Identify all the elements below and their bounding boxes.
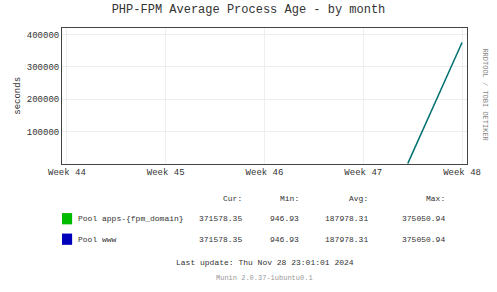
svg-text:187978.31: 187978.31 [325, 214, 368, 223]
svg-text:Munin 2.0.37-1ubuntu0.1: Munin 2.0.37-1ubuntu0.1 [216, 274, 313, 282]
svg-text:Last update: Thu Nov 28 23:01:: Last update: Thu Nov 28 23:01:01 2024 [176, 258, 354, 267]
svg-text:Week 48: Week 48 [443, 168, 481, 178]
svg-text:Pool apps-{fpm_domain}: Pool apps-{fpm_domain} [78, 214, 184, 223]
svg-text:Week 44: Week 44 [48, 168, 86, 178]
svg-text:375050.94: 375050.94 [402, 235, 445, 244]
svg-text:seconds: seconds [13, 77, 23, 115]
svg-text:Week 47: Week 47 [344, 168, 382, 178]
svg-text:Max:: Max: [426, 194, 445, 203]
svg-text:300000: 300000 [27, 63, 59, 73]
svg-text:200000: 200000 [27, 95, 59, 105]
svg-text:100000: 100000 [27, 128, 59, 138]
svg-text:946.93: 946.93 [270, 235, 299, 244]
svg-text:371578.35: 371578.35 [199, 235, 242, 244]
svg-text:371578.35: 371578.35 [199, 214, 242, 223]
svg-text:Avg:: Avg: [349, 194, 368, 203]
svg-text:Min:: Min: [280, 194, 299, 203]
svg-text:187978.31: 187978.31 [325, 235, 368, 244]
svg-text:PHP-FPM Average Process Age -: PHP-FPM Average Process Age - by month [112, 3, 386, 17]
svg-text:Pool www: Pool www [78, 235, 117, 244]
svg-text:375050.94: 375050.94 [402, 214, 445, 223]
svg-text:400000: 400000 [27, 31, 59, 41]
svg-text:946.93: 946.93 [270, 214, 299, 223]
svg-text:Week 45: Week 45 [147, 168, 185, 178]
svg-text:Week 46: Week 46 [246, 168, 284, 178]
svg-text:Cur:: Cur: [223, 194, 242, 203]
svg-text:RRDTOOL / TOBI OETIKER: RRDTOOL / TOBI OETIKER [481, 48, 489, 141]
